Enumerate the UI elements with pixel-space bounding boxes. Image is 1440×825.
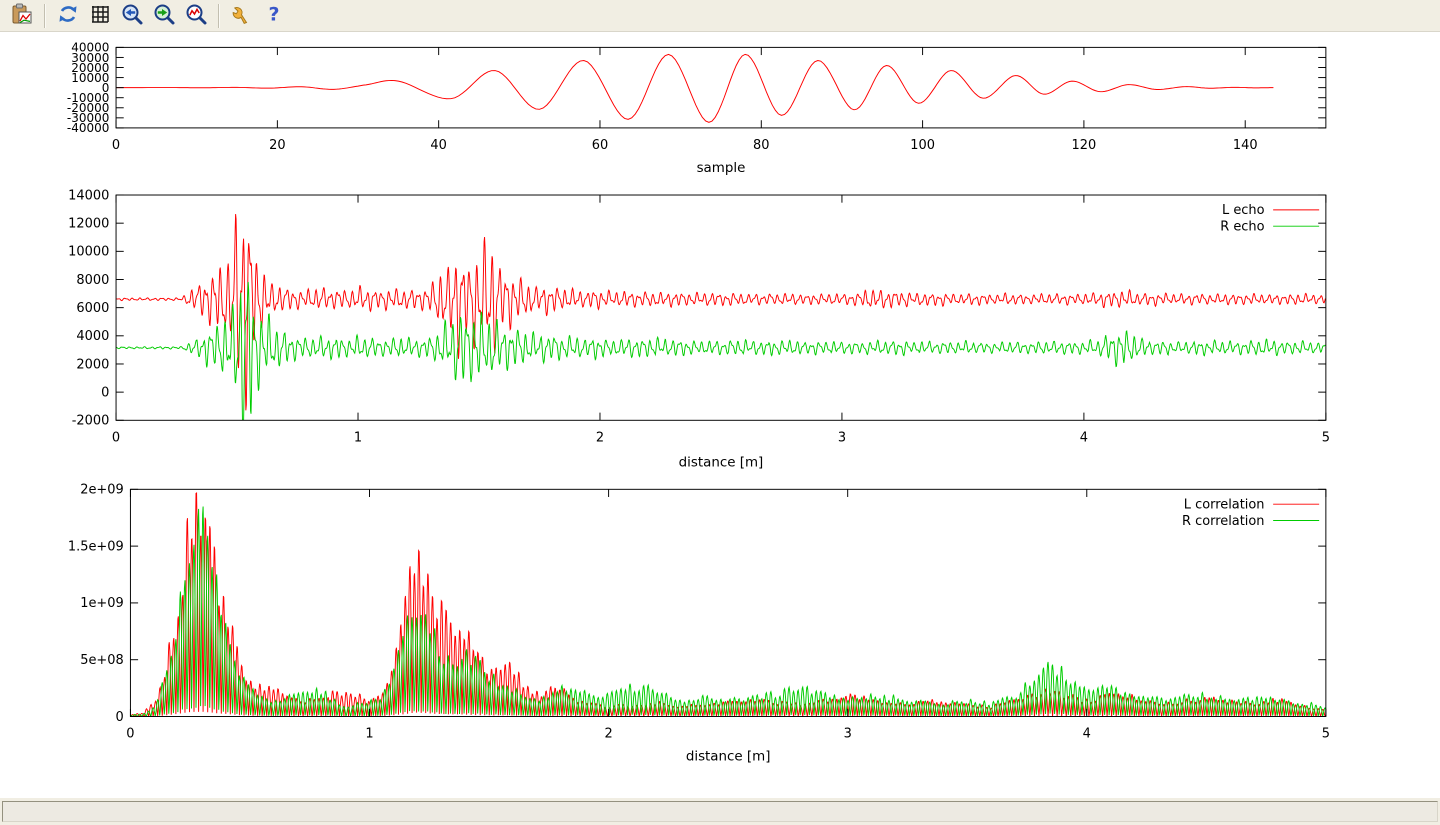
y-tick-label: -30000 <box>67 111 109 125</box>
legend-label: L echo <box>1222 203 1265 218</box>
plots-svg: 0 20 40 60 80 100 120 140400003000020000100000-… <box>67 41 1330 765</box>
y-tick-label: 0 <box>115 710 123 725</box>
x-tick-label: 0 <box>112 138 120 153</box>
configure-button[interactable] <box>227 2 257 30</box>
magnifier-left-arrow-icon <box>120 2 144 29</box>
wrench-icon <box>230 2 254 29</box>
plot-canvas: 0 20 40 60 80 100 120 140 40000 30000 20000 10000 0-… <box>0 33 1440 798</box>
svg-text:?: ? <box>268 4 279 26</box>
plot-1-area[interactable] <box>116 47 1326 128</box>
x-tick-label: 60 <box>592 138 608 153</box>
y-tick-label: 12000 <box>68 216 109 231</box>
zoom-previous-button[interactable] <box>117 2 147 30</box>
y-tick-label: 40000 <box>71 41 109 55</box>
x-tick-label: 5 <box>1322 430 1330 445</box>
y-tick-label: 0 <box>101 385 109 400</box>
y-tick-label: 0 <box>102 81 110 95</box>
x-tick-label: 3 <box>844 727 852 742</box>
y-tick-label: 5e+08 <box>80 653 124 668</box>
x-tick-label: 2 <box>596 430 604 445</box>
magnifier-plot-icon <box>184 2 208 29</box>
y-tick-label: 1.5e+09 <box>68 539 124 554</box>
x-tick-label: 120 <box>1072 138 1097 153</box>
x-tick-label: 80 <box>753 138 769 153</box>
question-mark-icon: ? <box>262 2 286 29</box>
y-tick-label: 30000 <box>71 51 109 65</box>
series-r-correlation <box>130 506 1326 717</box>
magnifier-right-arrow-icon <box>152 2 176 29</box>
y-tick-label: 4000 <box>76 329 109 344</box>
status-bar <box>0 798 1440 825</box>
y-tick-label: 8000 <box>76 273 109 288</box>
x-tick-label: 2 <box>604 727 612 742</box>
x-tick-label: 4 <box>1080 430 1088 445</box>
grid-icon <box>88 2 112 29</box>
y-tick-label: 10000 <box>71 71 109 85</box>
series-pulse <box>116 53 1274 123</box>
y-tick-label: -2000 <box>72 414 110 429</box>
y-tick-label: 1e+09 <box>80 596 124 611</box>
y-tick-label: 14000 <box>68 188 109 203</box>
status-field <box>2 801 1438 822</box>
help-button[interactable]: ? <box>259 2 289 30</box>
autoscale-button[interactable] <box>181 2 211 30</box>
toolbar-separator <box>218 3 220 28</box>
y-tick-label: 2000 <box>76 357 109 372</box>
x-tick-label: 3 <box>838 430 846 445</box>
x-tick-label: 4 <box>1083 727 1091 742</box>
toggle-grid-button[interactable] <box>85 2 115 30</box>
y-tick-label: -20000 <box>67 101 109 115</box>
x-tick-label: 0 <box>112 430 120 445</box>
plot-2-area[interactable] <box>116 195 1326 420</box>
y-tick-label: 6000 <box>76 301 109 316</box>
x-tick-label: 140 <box>1233 138 1258 153</box>
y-tick-label: 20000 <box>71 61 109 75</box>
zoom-next-button[interactable] <box>149 2 179 30</box>
plot-1: 0 20 40 60 80 100 120 140400003000020000100000-… <box>67 41 1327 176</box>
legend-label: R correlation <box>1182 514 1265 529</box>
x-axis-title: sample <box>697 161 746 176</box>
toolbar: ? <box>0 0 1440 32</box>
plot-3: 0 1 2 3 4 5 2e+09 1.5e+09 1e+09 5e+08 0 distance [m… <box>68 483 1330 765</box>
legend-label: L correlation <box>1184 497 1265 512</box>
y-tick-label: 2e+09 <box>80 483 124 498</box>
x-tick-label: 20 <box>269 138 285 153</box>
y-tick-label: 10000 <box>68 245 109 260</box>
legend-label: R echo <box>1220 219 1264 234</box>
y-tick-label: -10000 <box>67 91 109 105</box>
x-tick-label: 1 <box>365 727 373 742</box>
series-l-echo <box>116 214 1326 411</box>
plot-3-area[interactable] <box>130 489 1325 716</box>
y-tick-label: -40000 <box>67 121 109 135</box>
x-tick-label: 0 <box>126 727 134 742</box>
plot-2: 0 1 2 3 4 514000120001000080006000400020000-2… <box>68 188 1330 470</box>
clipboard-chart-icon <box>10 2 34 29</box>
x-tick-label: 100 <box>910 138 935 153</box>
x-tick-label: 5 <box>1322 727 1330 742</box>
series-r-echo <box>116 281 1326 421</box>
x-tick-label: 1 <box>354 430 362 445</box>
refresh-icon <box>56 2 80 29</box>
copy-to-clipboard-button[interactable] <box>7 2 37 30</box>
replot-button[interactable] <box>53 2 83 30</box>
x-tick-label: 40 <box>430 138 446 153</box>
x-axis-title: distance [m] <box>679 455 764 470</box>
toolbar-separator <box>44 3 46 28</box>
x-axis-title: distance [m] <box>686 750 771 765</box>
